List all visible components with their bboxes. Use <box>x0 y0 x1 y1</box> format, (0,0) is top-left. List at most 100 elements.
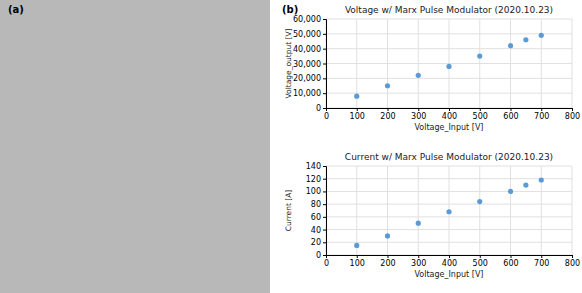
grid-line <box>418 166 419 255</box>
axis-line <box>327 109 573 112</box>
tick-label: 300 <box>411 112 426 121</box>
point <box>446 64 451 69</box>
grid <box>326 166 572 255</box>
tick-mark <box>480 108 481 111</box>
tick-label: 40 <box>311 226 321 235</box>
tick-mark <box>323 242 326 243</box>
grid-line <box>326 242 572 243</box>
tick-label: 500 <box>473 112 488 121</box>
grid-line <box>387 166 388 255</box>
tick-label: 700 <box>534 259 549 268</box>
tick: 20,000 <box>293 74 326 83</box>
tick-mark <box>323 34 326 35</box>
tick-label: 50,000 <box>293 30 321 39</box>
point <box>477 199 482 204</box>
tick-label: 30,000 <box>293 60 321 69</box>
tick: 80 <box>311 200 326 209</box>
tick-mark <box>449 255 450 258</box>
point <box>416 73 421 78</box>
tick: 40 <box>311 226 326 235</box>
points <box>354 177 544 248</box>
y-axis: 0 10,000 20,000 30,000 40,000 50,000 60,000 <box>293 15 327 113</box>
tick-mark <box>541 108 542 111</box>
point <box>523 37 528 42</box>
tick-label: 80 <box>311 200 321 209</box>
tick-label: 0 <box>316 104 321 113</box>
tick-label: 100 <box>306 187 321 196</box>
tick-mark <box>357 108 358 111</box>
tick: 10,000 <box>293 89 326 98</box>
grid-line <box>326 204 572 205</box>
grid-line <box>326 229 572 230</box>
tick-mark <box>323 49 326 50</box>
tick-mark <box>572 108 573 111</box>
tick-mark <box>511 108 512 111</box>
axis-line <box>323 20 327 109</box>
point <box>477 53 482 58</box>
grid-line <box>326 19 572 20</box>
y-axis-title: Current [A] <box>284 190 293 232</box>
grid-line <box>326 166 572 167</box>
tick: 100 <box>350 108 365 121</box>
tick-label: 60 <box>311 213 321 222</box>
tick-mark <box>323 64 326 65</box>
tick-mark <box>449 108 450 111</box>
panel-label: (a) <box>8 4 24 15</box>
tick-mark <box>323 166 326 167</box>
tick-mark <box>572 255 573 258</box>
tick: 60,000 <box>293 15 326 24</box>
tick: 50,000 <box>293 30 326 39</box>
x-axis-title: Voltage_Input [V] <box>415 123 484 132</box>
tick-label: 800 <box>565 259 580 268</box>
tick-label: 40,000 <box>293 45 321 54</box>
grid-line <box>572 166 573 255</box>
tick: 0 <box>324 108 329 121</box>
point <box>523 182 528 187</box>
tick-mark <box>323 204 326 205</box>
tick: 0 <box>324 255 329 268</box>
tick-label: 600 <box>503 259 518 268</box>
tick-label: 600 <box>503 112 518 121</box>
tick-mark <box>323 217 326 218</box>
tick-label: 800 <box>565 112 580 121</box>
tick-label: 100 <box>350 112 365 121</box>
tick-mark <box>511 255 512 258</box>
tick-mark <box>323 179 326 180</box>
tick-mark <box>323 230 326 231</box>
grid-line <box>510 166 511 255</box>
tick-mark <box>418 255 419 258</box>
panel-label: (b) <box>282 4 298 15</box>
tick-label: 200 <box>380 112 395 121</box>
tick-label: 20,000 <box>293 74 321 83</box>
grid-line <box>326 33 572 34</box>
grid-line <box>326 216 572 217</box>
point <box>539 33 544 38</box>
tick: 500 <box>473 108 488 121</box>
tick-label: 0 <box>324 259 329 268</box>
tick-mark <box>541 255 542 258</box>
point <box>385 233 390 238</box>
grid-line <box>326 191 572 192</box>
tick: 100 <box>350 255 365 268</box>
tick-label: 20 <box>311 238 321 247</box>
tick: 140 <box>306 162 326 171</box>
tick-mark <box>323 78 326 79</box>
tick-label: 100 <box>350 259 365 268</box>
tick-label: 500 <box>473 259 488 268</box>
tick-mark <box>323 108 326 109</box>
tick-mark <box>323 93 326 94</box>
grid-line <box>356 166 357 255</box>
tick-label: 400 <box>442 112 457 121</box>
chart: 0100200300400500600700800010,00020,00030… <box>284 5 580 132</box>
tick: 0 <box>316 104 326 113</box>
tick-mark <box>480 255 481 258</box>
grid-line <box>326 78 572 79</box>
tick-mark <box>418 108 419 111</box>
point <box>539 177 544 182</box>
tick: 500 <box>473 255 488 268</box>
tick-mark <box>323 255 326 256</box>
axis-line <box>327 256 573 259</box>
tick: 400 <box>442 255 457 268</box>
tick: 300 <box>411 108 426 121</box>
grid-line <box>326 63 572 64</box>
